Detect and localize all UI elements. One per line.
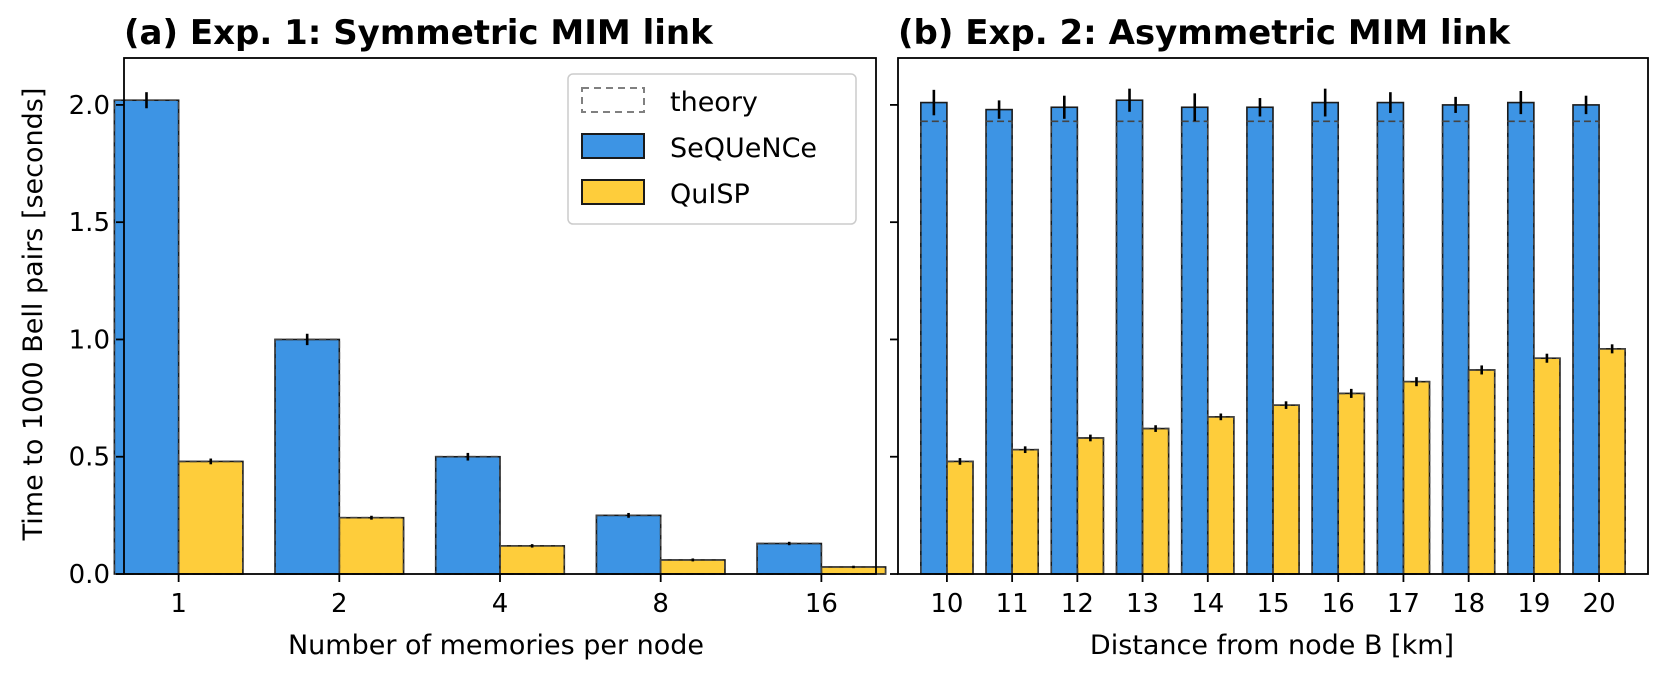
bar-sequence-4 bbox=[434, 455, 501, 575]
x-tick-label-18: 18 bbox=[1452, 589, 1485, 619]
bar-sequence-2 bbox=[274, 338, 341, 575]
bar-sequence-12 bbox=[1050, 106, 1079, 575]
theory-quisp-2 bbox=[338, 516, 405, 575]
y-axis-label: Time to 1000 Bell pairs [seconds] bbox=[18, 88, 49, 542]
y-tick-label-0.0: 0.0 bbox=[69, 560, 110, 590]
bar-quisp-20 bbox=[1598, 348, 1626, 575]
theory-sequence-13 bbox=[1115, 120, 1144, 575]
legend-swatch-theory bbox=[581, 87, 645, 113]
bar-quisp-8 bbox=[659, 559, 726, 575]
bar-sequence-8 bbox=[595, 514, 662, 575]
x-tick-label-13: 13 bbox=[1126, 589, 1159, 619]
bar-quisp-12 bbox=[1076, 437, 1105, 575]
legend-swatch-quisp bbox=[581, 179, 645, 205]
theory-sequence-16 bbox=[1311, 120, 1340, 575]
theory-sequence-14 bbox=[1180, 120, 1209, 575]
bar-quisp-17 bbox=[1402, 380, 1431, 575]
x-tick-label-2: 2 bbox=[331, 589, 348, 619]
x-tick-label-8: 8 bbox=[652, 589, 669, 619]
panel-a-title: (a) Exp. 1: Symmetric MIM link bbox=[124, 13, 714, 53]
x-tick-label-1: 1 bbox=[170, 589, 187, 619]
x-tick-label-15: 15 bbox=[1256, 589, 1289, 619]
bar-quisp-10 bbox=[946, 460, 974, 575]
bar-quisp-4 bbox=[499, 545, 566, 575]
legend-swatch-sequence bbox=[581, 133, 645, 159]
theory-sequence-17 bbox=[1376, 120, 1405, 575]
panel-b-title: (b) Exp. 2: Asymmetric MIM link bbox=[898, 13, 1512, 53]
y-tick-label-1.5: 1.5 bbox=[69, 208, 110, 238]
bar-quisp-11 bbox=[1011, 448, 1040, 575]
bar-sequence-10 bbox=[920, 101, 948, 575]
panel-b-x-axis-label: Distance from node B [km] bbox=[1090, 630, 1454, 661]
x-tick-label-4: 4 bbox=[492, 589, 509, 619]
panel-b-chart: (b) Exp. 2: Asymmetric MIM link 10 11 12 13… bbox=[890, 13, 1649, 661]
x-tick-label-16: 16 bbox=[805, 589, 838, 619]
theory-sequence-15 bbox=[1246, 120, 1274, 575]
theory-sequence-11 bbox=[985, 120, 1013, 575]
bar-quisp-18 bbox=[1467, 369, 1496, 575]
x-tick-label-20: 20 bbox=[1583, 589, 1616, 619]
x-tick-label-11: 11 bbox=[996, 589, 1029, 619]
y-tick-label-1.0: 1.0 bbox=[69, 325, 110, 355]
bar-sequence-16 bbox=[1311, 101, 1340, 575]
bar-sequence-14 bbox=[1180, 106, 1209, 575]
theory-sequence-1 bbox=[113, 99, 180, 575]
bar-sequence-16 bbox=[756, 542, 823, 575]
theory-sequence-12 bbox=[1050, 120, 1079, 575]
x-tick-label-16: 16 bbox=[1322, 589, 1355, 619]
bar-sequence-11 bbox=[985, 108, 1013, 575]
bar-sequence-19 bbox=[1506, 101, 1535, 575]
x-tick-label-17: 17 bbox=[1387, 589, 1420, 619]
theory-sequence-20 bbox=[1572, 120, 1600, 575]
bar-quisp-15 bbox=[1272, 404, 1300, 575]
panel-a-plot-area: 1 2 4 8 16 0.0 0.5 1.0 1.5 2.0 bbox=[69, 57, 887, 619]
panel-b-plot-area: 10 11 12 13 14 15 16 17 18 19 20 bbox=[890, 57, 1649, 619]
bar-sequence-13 bbox=[1115, 99, 1144, 575]
bar-quisp-16 bbox=[1337, 392, 1366, 575]
legend-label-sequence: SeQUeNCe bbox=[670, 133, 817, 164]
legend-label-quisp: QuISP bbox=[670, 179, 750, 210]
y-tick-label-2.0: 2.0 bbox=[69, 91, 110, 121]
bar-quisp-13 bbox=[1141, 427, 1170, 575]
theory-sequence-10 bbox=[920, 120, 948, 575]
bar-quisp-14 bbox=[1206, 416, 1235, 575]
y-tick-label-0.5: 0.5 bbox=[69, 443, 110, 473]
bar-sequence-20 bbox=[1572, 104, 1600, 575]
bar-sequence-15 bbox=[1246, 106, 1274, 575]
x-tick-label-12: 12 bbox=[1061, 589, 1094, 619]
x-tick-label-10: 10 bbox=[930, 589, 963, 619]
x-tick-label-19: 19 bbox=[1517, 589, 1550, 619]
legend-label-theory: theory bbox=[670, 87, 758, 118]
bar-sequence-18 bbox=[1441, 104, 1470, 575]
bar-sequence-17 bbox=[1376, 101, 1405, 575]
bar-quisp-1 bbox=[177, 460, 244, 575]
bar-quisp-19 bbox=[1533, 357, 1561, 575]
x-tick-label-14: 14 bbox=[1191, 589, 1224, 619]
theory-sequence-18 bbox=[1441, 120, 1470, 575]
theory-quisp-1 bbox=[177, 460, 244, 575]
panel-a-x-axis-label: Number of memories per node bbox=[288, 630, 704, 661]
theory-sequence-19 bbox=[1506, 120, 1535, 575]
bar-sequence-1 bbox=[113, 99, 180, 575]
legend: theory SeQUeNCe QuISP bbox=[567, 73, 857, 225]
panel-a-chart: (a) Exp. 1: Symmetric MIM link 1 2 4 8 16 0.0… bbox=[69, 13, 887, 661]
bar-quisp-2 bbox=[338, 516, 405, 575]
